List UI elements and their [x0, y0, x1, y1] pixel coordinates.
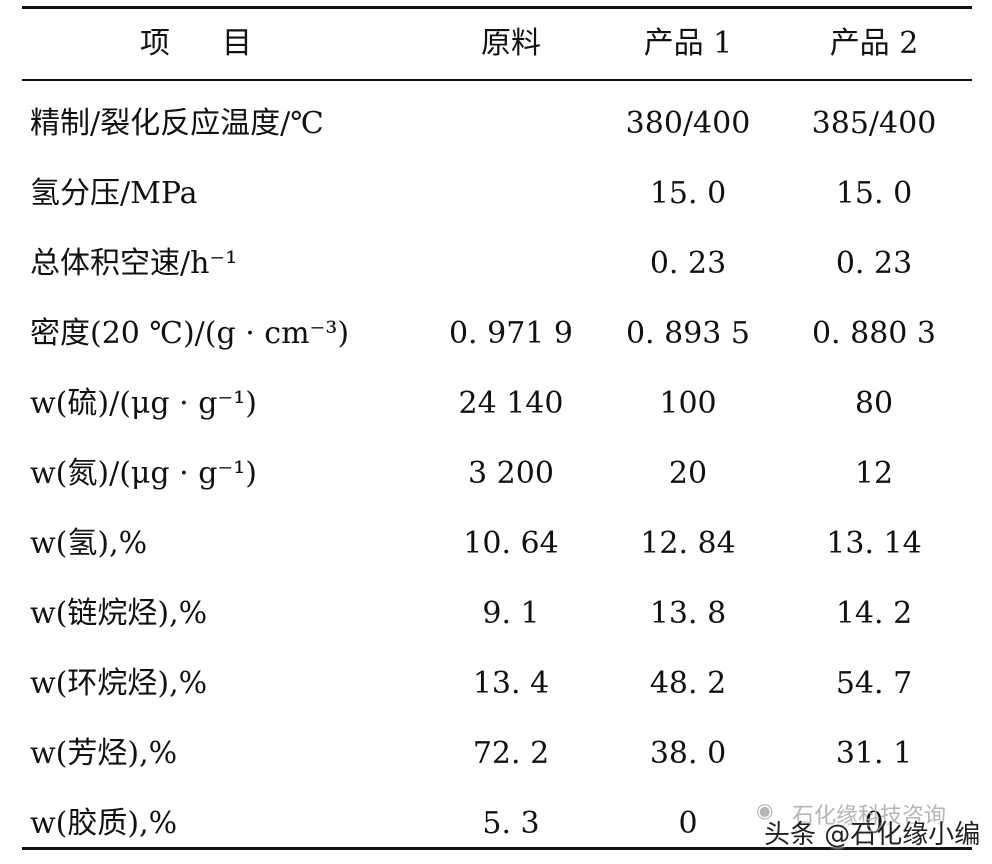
- row-item: w(胶质),%: [30, 806, 178, 841]
- cell-feedstock: 10. 64: [463, 526, 559, 561]
- table-row: w(硫)/(μg · g⁻¹) 24 140 100 80: [22, 369, 972, 439]
- cell-product-1: 13. 8: [649, 596, 727, 631]
- cell-product-2: 13. 14: [826, 526, 922, 561]
- cell-feedstock: 24 140: [458, 386, 564, 421]
- data-table: 项目 原料 产品 1 产品 2 精制/裂化反应温度/℃ 380/400 385/40…: [22, 9, 972, 859]
- cell-feedstock: 13. 4: [472, 666, 550, 701]
- header-feedstock: 原料: [481, 26, 541, 61]
- table-row: 密度(20 ℃)/(g · cm⁻³) 0. 971 9 0. 893 5 0. 88…: [22, 299, 972, 369]
- row-item: 精制/裂化反应温度/℃: [30, 106, 324, 141]
- header-item: 项目: [140, 26, 304, 61]
- cell-product-1: 100: [659, 386, 717, 421]
- cell-feedstock: 5. 3: [482, 806, 540, 841]
- header-product-1: 产品 1: [643, 26, 733, 61]
- row-item: w(芳烃),%: [30, 736, 178, 771]
- table-bottom-rule: [22, 847, 972, 850]
- cell-product-2: 31. 1: [835, 736, 913, 771]
- cell-product-2: 0: [864, 806, 884, 841]
- cell-product-1: 38. 0: [649, 736, 727, 771]
- row-item: 总体积空速/h⁻¹: [30, 246, 238, 281]
- cell-feedstock: [422, 229, 600, 299]
- table-row: w(氢),% 10. 64 12. 84 13. 14: [22, 509, 972, 579]
- cell-feedstock: [422, 79, 600, 159]
- table-row: w(芳烃),% 72. 2 38. 0 31. 1: [22, 719, 972, 789]
- cell-product-1: 20: [668, 456, 708, 491]
- row-item: w(环烷烃),%: [30, 666, 208, 701]
- row-item: w(硫)/(μg · g⁻¹): [30, 386, 257, 421]
- cell-product-2: 14. 2: [835, 596, 913, 631]
- cell-product-1: 0: [678, 806, 698, 841]
- cell-product-2: 54. 7: [835, 666, 913, 701]
- row-item: w(链烷烃),%: [30, 596, 208, 631]
- table-row: w(链烷烃),% 9. 1 13. 8 14. 2: [22, 579, 972, 649]
- table-row: 精制/裂化反应温度/℃ 380/400 385/400: [22, 79, 972, 159]
- cell-product-1: 0. 23: [649, 246, 727, 281]
- cell-product-1: 0. 893 5: [625, 316, 751, 351]
- cell-product-1: 12. 84: [640, 526, 736, 561]
- cell-feedstock: 3 200: [468, 456, 554, 491]
- cell-product-1: 48. 2: [649, 666, 727, 701]
- header-product-2: 产品 2: [829, 26, 919, 61]
- cell-feedstock: 72. 2: [472, 736, 550, 771]
- table-top-rule: [22, 6, 972, 9]
- row-item: 密度(20 ℃)/(g · cm⁻³): [30, 316, 350, 351]
- row-item: w(氮)/(μg · g⁻¹): [30, 456, 257, 491]
- row-item: 氢分压/MPa: [30, 176, 198, 211]
- cell-product-2: 385/400: [811, 106, 937, 141]
- cell-product-2: 0. 880 3: [811, 316, 937, 351]
- table-header-rule: [22, 79, 972, 81]
- watermark-behind-text: 石化缘科技咨询: [792, 804, 947, 829]
- table-row: w(氮)/(μg · g⁻¹) 3 200 20 12: [22, 439, 972, 509]
- watermark: ◉ 石化缘科技咨询 头条 @石化缘小编: [756, 798, 980, 850]
- table-row: 氢分压/MPa 15. 0 15. 0: [22, 159, 972, 229]
- table-body: 精制/裂化反应温度/℃ 380/400 385/400 氢分压/MPa 15. 0 15.…: [22, 79, 972, 859]
- cell-feedstock: 9. 1: [482, 596, 540, 631]
- table-row: w(环烷烃),% 13. 4 48. 2 54. 7: [22, 649, 972, 719]
- cell-product-2: 15. 0: [835, 176, 913, 211]
- table-header-row: 项目 原料 产品 1 产品 2: [22, 9, 972, 79]
- row-item: w(氢),%: [30, 526, 148, 561]
- table-row: 总体积空速/h⁻¹ 0. 23 0. 23: [22, 229, 972, 299]
- cell-product-1: 380/400: [625, 106, 751, 141]
- cell-product-2: 12: [854, 456, 894, 491]
- cell-product-2: 0. 23: [835, 246, 913, 281]
- watermark-text: 头条 @石化缘小编: [764, 820, 981, 850]
- cell-feedstock: 0. 971 9: [448, 316, 574, 351]
- wechat-icon: ◉: [756, 798, 774, 822]
- cell-product-2: 80: [854, 386, 894, 421]
- cell-product-1: 15. 0: [649, 176, 727, 211]
- cell-feedstock: [422, 159, 600, 229]
- table-row: w(胶质),% 5. 3 0 0: [22, 789, 972, 859]
